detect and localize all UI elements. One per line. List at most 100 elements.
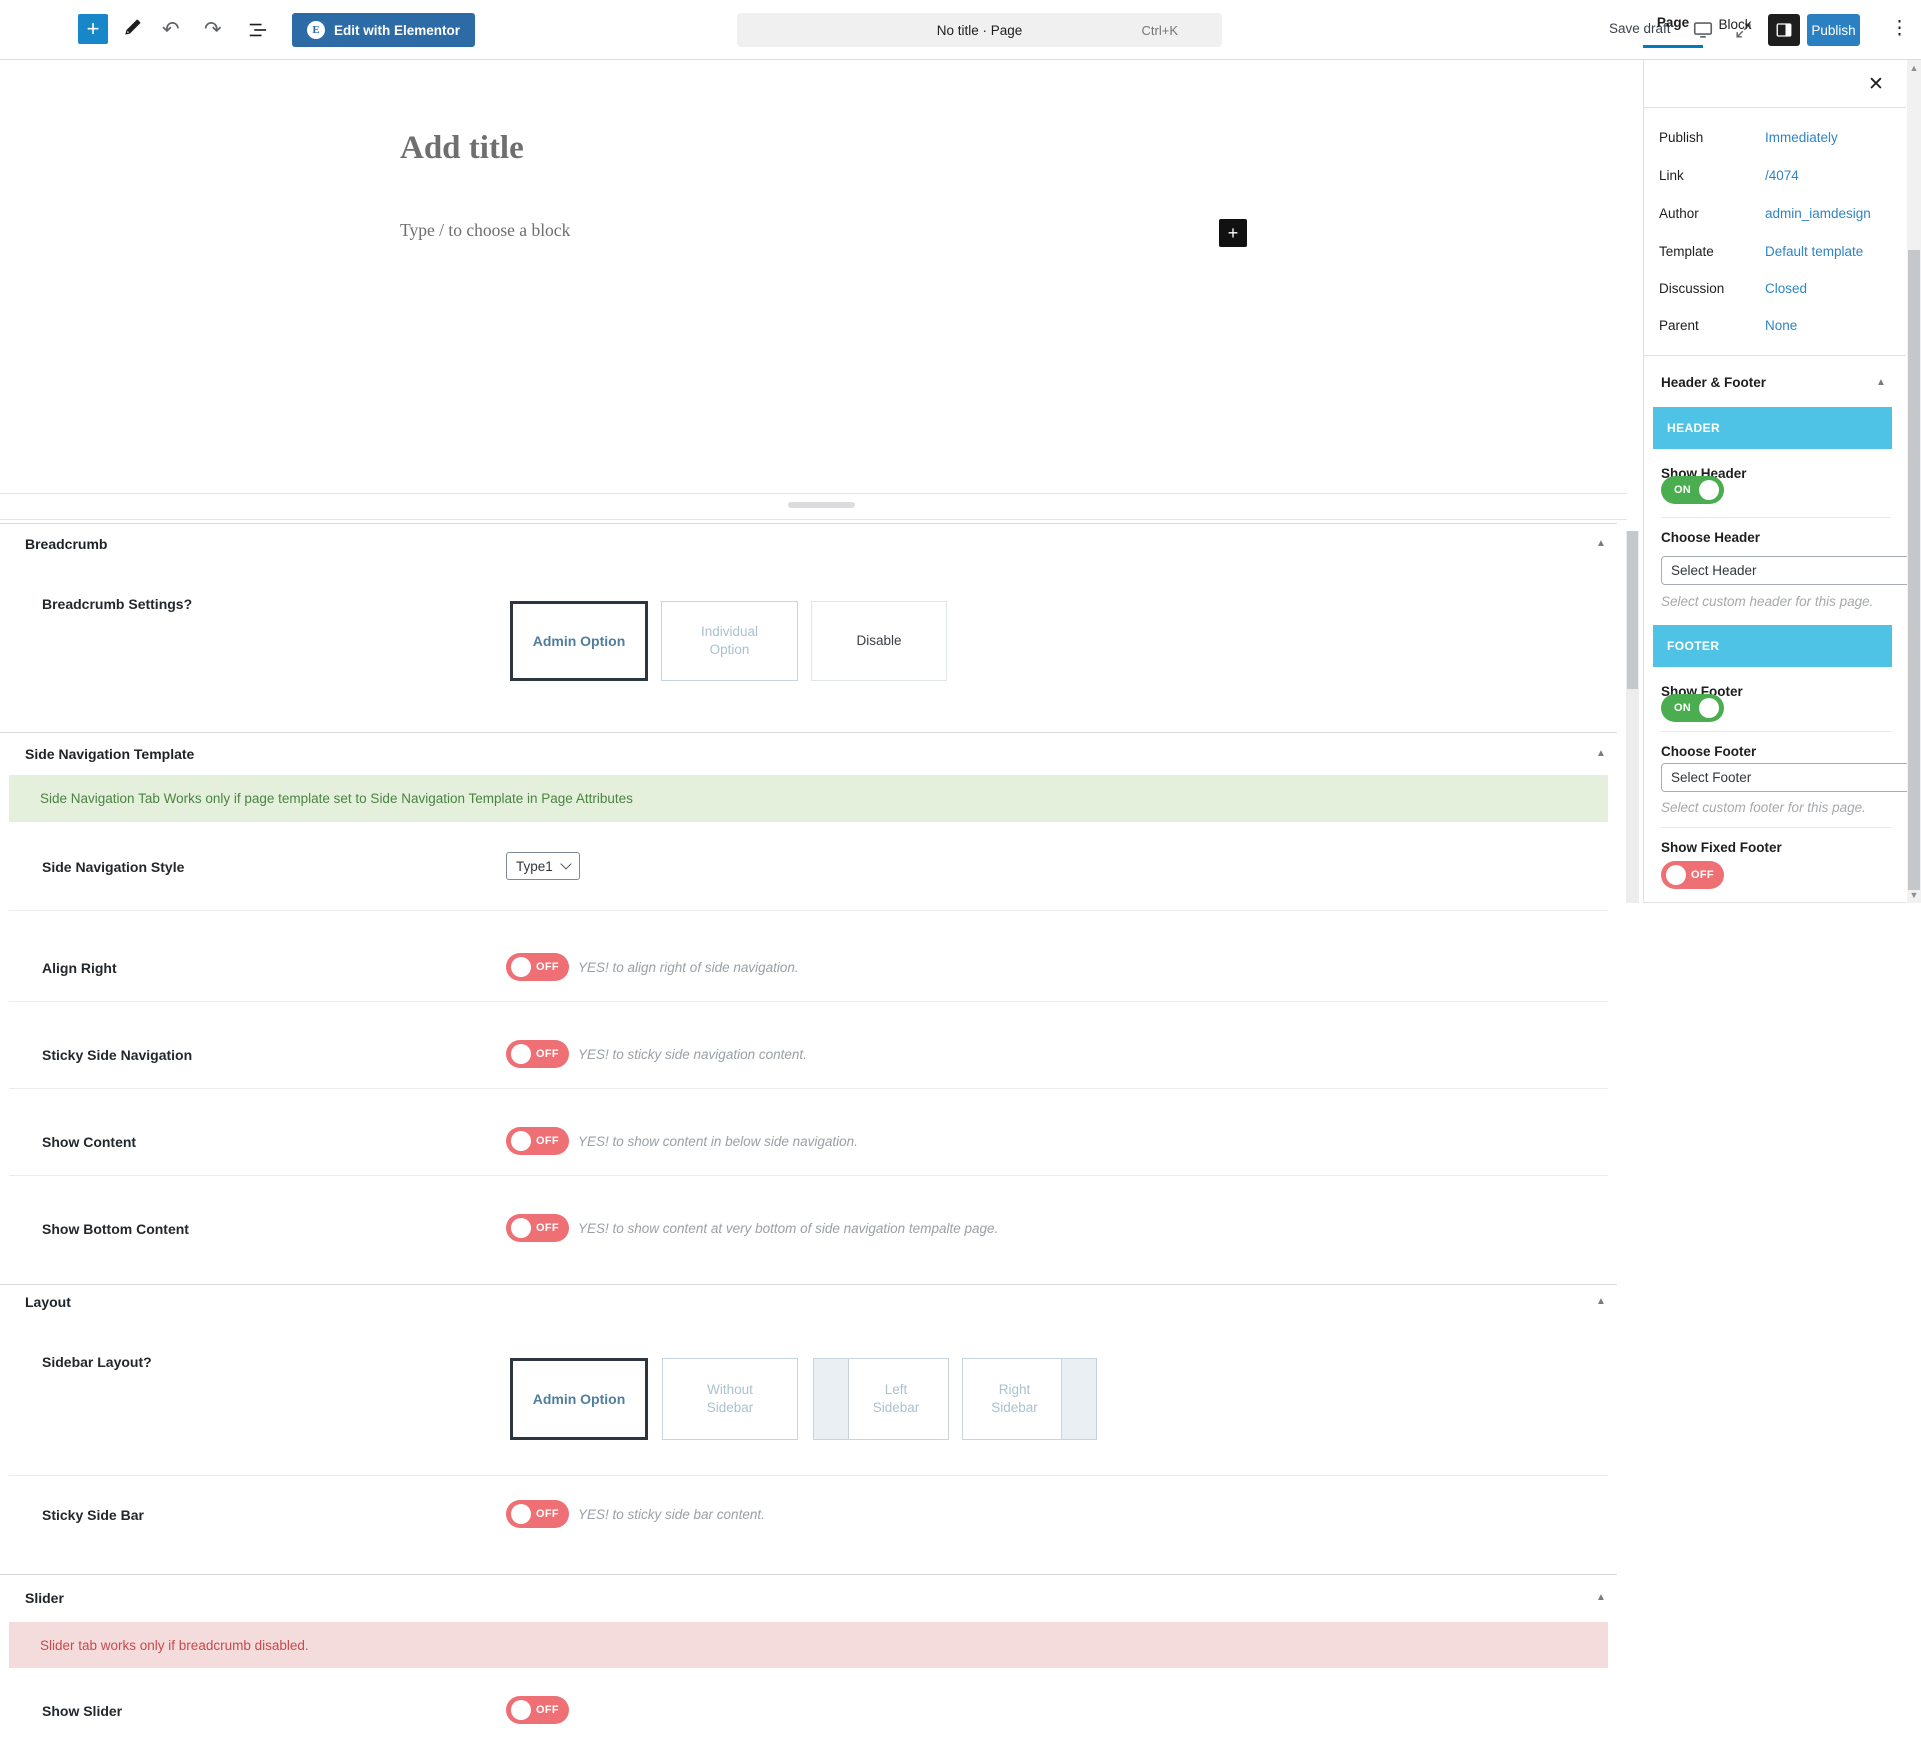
- layout-option-admin[interactable]: Admin Option: [510, 1358, 648, 1440]
- block-append-button[interactable]: +: [1219, 219, 1247, 247]
- row-divider: [9, 1475, 1608, 1476]
- edit-mode-pencil-icon[interactable]: [122, 17, 143, 44]
- tab-page[interactable]: Page: [1643, 0, 1703, 48]
- breadcrumb-option-disable[interactable]: Disable: [811, 601, 947, 681]
- header-footer-panel-title: Header & Footer: [1661, 375, 1767, 390]
- side-nav-style-select[interactable]: Type1: [506, 852, 580, 880]
- settings-sidebar-toggle[interactable]: [1768, 14, 1800, 46]
- block-inserter-button[interactable]: +: [78, 14, 108, 44]
- elementor-logo-icon: E: [307, 21, 325, 39]
- redo-icon[interactable]: ↷: [204, 18, 222, 41]
- summary-label: Parent: [1659, 318, 1699, 333]
- toggle-state-label: OFF: [536, 1508, 559, 1520]
- slider-section-title: Slider: [25, 1590, 64, 1606]
- show-content-label: Show Content: [42, 1134, 137, 1150]
- align-right-label: Align Right: [42, 960, 117, 976]
- scroll-down-icon[interactable]: ▼: [1909, 890, 1919, 900]
- toggle-knob: [511, 1218, 531, 1238]
- layout-option-left-sidebar[interactable]: Left Sidebar: [813, 1358, 949, 1440]
- sticky-side-bar-label: Sticky Side Bar: [42, 1507, 144, 1523]
- side-nav-collapse-icon[interactable]: ▲: [1596, 748, 1606, 759]
- template-link[interactable]: Default template: [1765, 244, 1864, 259]
- show-content-toggle[interactable]: OFF: [506, 1127, 569, 1155]
- toggle-state-label: OFF: [536, 1222, 559, 1234]
- header-footer-collapse-icon[interactable]: ▲: [1876, 377, 1886, 388]
- sticky-side-nav-desc: YES! to sticky side navigation content.: [578, 1047, 807, 1062]
- edit-with-elementor-label: Edit with Elementor: [334, 22, 461, 38]
- sidebar-scrollbar-track[interactable]: ▲ ▼: [1907, 60, 1921, 903]
- options-kebab-icon[interactable]: ⋮: [1890, 18, 1909, 39]
- choose-header-label: Choose Header: [1661, 530, 1761, 545]
- section-border: [0, 1574, 1617, 1575]
- select-footer-dropdown[interactable]: Select Footer: [1661, 763, 1921, 792]
- show-fixed-footer-toggle[interactable]: OFF: [1661, 861, 1724, 889]
- divider: [0, 519, 1627, 520]
- sticky-side-nav-toggle[interactable]: OFF: [506, 1040, 569, 1068]
- layout-option-without-sidebar[interactable]: Without Sidebar: [662, 1358, 798, 1440]
- align-right-toggle[interactable]: OFF: [506, 953, 569, 981]
- chevron-down-icon: [560, 858, 572, 870]
- sidebar-tabs: [1643, 60, 1906, 108]
- sticky-side-bar-desc: YES! to sticky side bar content.: [578, 1507, 765, 1522]
- list-view-icon[interactable]: [246, 20, 268, 46]
- empty-block-placeholder[interactable]: Type / to choose a block: [400, 220, 571, 240]
- toggle-knob: [1699, 698, 1719, 718]
- choose-footer-label: Choose Footer: [1661, 744, 1757, 759]
- permalink-link[interactable]: /4074: [1765, 168, 1799, 183]
- scroll-up-icon[interactable]: ▲: [1909, 63, 1919, 73]
- sticky-side-bar-toggle[interactable]: OFF: [506, 1500, 569, 1528]
- breadcrumb-collapse-icon[interactable]: ▲: [1596, 538, 1606, 549]
- author-link[interactable]: admin_iamdesign: [1765, 206, 1871, 221]
- header-section-bar: HEADER: [1653, 407, 1892, 449]
- preview-desktop-icon[interactable]: [1692, 20, 1714, 45]
- content-scrollbar-thumb[interactable]: [1627, 531, 1638, 689]
- select-header-dropdown[interactable]: Select Header: [1661, 556, 1921, 585]
- toggle-knob: [1699, 480, 1719, 500]
- toggle-knob: [511, 1700, 531, 1720]
- show-header-toggle[interactable]: ON: [1661, 476, 1724, 504]
- summary-label: Discussion: [1659, 281, 1725, 296]
- close-icon[interactable]: ✕: [1868, 74, 1884, 95]
- slider-collapse-icon[interactable]: ▲: [1596, 1592, 1606, 1603]
- footer-section-bar: FOOTER: [1653, 625, 1892, 667]
- post-title-input[interactable]: Add title: [400, 130, 524, 166]
- row-divider: [9, 1175, 1608, 1176]
- show-bottom-content-toggle[interactable]: OFF: [506, 1214, 569, 1242]
- edit-with-elementor-button[interactable]: E Edit with Elementor: [292, 13, 476, 47]
- breadcrumb-section-title: Breadcrumb: [25, 536, 108, 552]
- layout-section-title: Layout: [25, 1294, 71, 1310]
- discussion-link[interactable]: Closed: [1765, 281, 1808, 296]
- side-nav-notice: Side Navigation Tab Works only if page t…: [9, 775, 1608, 822]
- header-help-text: Select custom header for this page.: [1661, 594, 1874, 609]
- breadcrumb-option-individual[interactable]: Individual Option: [661, 601, 798, 681]
- save-draft-button[interactable]: Save draft: [1609, 21, 1671, 36]
- publish-date-link[interactable]: Immediately: [1765, 130, 1838, 145]
- side-nav-style-value: Type1: [516, 858, 553, 874]
- layout-option-right-sidebar[interactable]: Right Sidebar: [962, 1358, 1097, 1440]
- content-scrollbar-track[interactable]: [1626, 531, 1639, 903]
- layout-collapse-icon[interactable]: ▲: [1596, 1296, 1606, 1307]
- sticky-side-nav-label: Sticky Side Navigation: [42, 1047, 193, 1063]
- tab-block[interactable]: Block: [1718, 16, 1752, 32]
- document-overview-button[interactable]: No title · Page Ctrl+K: [737, 13, 1222, 47]
- toggle-knob: [511, 1504, 531, 1524]
- toggle-state-label: OFF: [536, 1048, 559, 1060]
- breadcrumb-option-admin[interactable]: Admin Option: [510, 601, 648, 681]
- undo-icon[interactable]: ↶: [162, 18, 180, 41]
- metabox-resize-handle[interactable]: [788, 502, 855, 508]
- sidebar-divider: [1644, 355, 1906, 356]
- show-footer-toggle[interactable]: ON: [1661, 694, 1724, 722]
- summary-label: Template: [1659, 244, 1714, 259]
- summary-label: Link: [1659, 168, 1684, 183]
- fullscreen-expand-icon[interactable]: [1734, 21, 1753, 46]
- show-slider-toggle[interactable]: OFF: [506, 1696, 569, 1724]
- sidebar-scrollbar-thumb[interactable]: [1908, 250, 1920, 890]
- show-bottom-content-label: Show Bottom Content: [42, 1221, 189, 1237]
- side-nav-section-title: Side Navigation Template: [25, 746, 195, 762]
- publish-button[interactable]: Publish: [1807, 14, 1860, 46]
- left-sidebar-strip: [814, 1359, 849, 1439]
- summary-label: Author: [1659, 206, 1699, 221]
- sidebar-panel-icon: [1776, 23, 1792, 37]
- toggle-state-label: ON: [1673, 702, 1692, 714]
- parent-link[interactable]: None: [1765, 318, 1798, 333]
